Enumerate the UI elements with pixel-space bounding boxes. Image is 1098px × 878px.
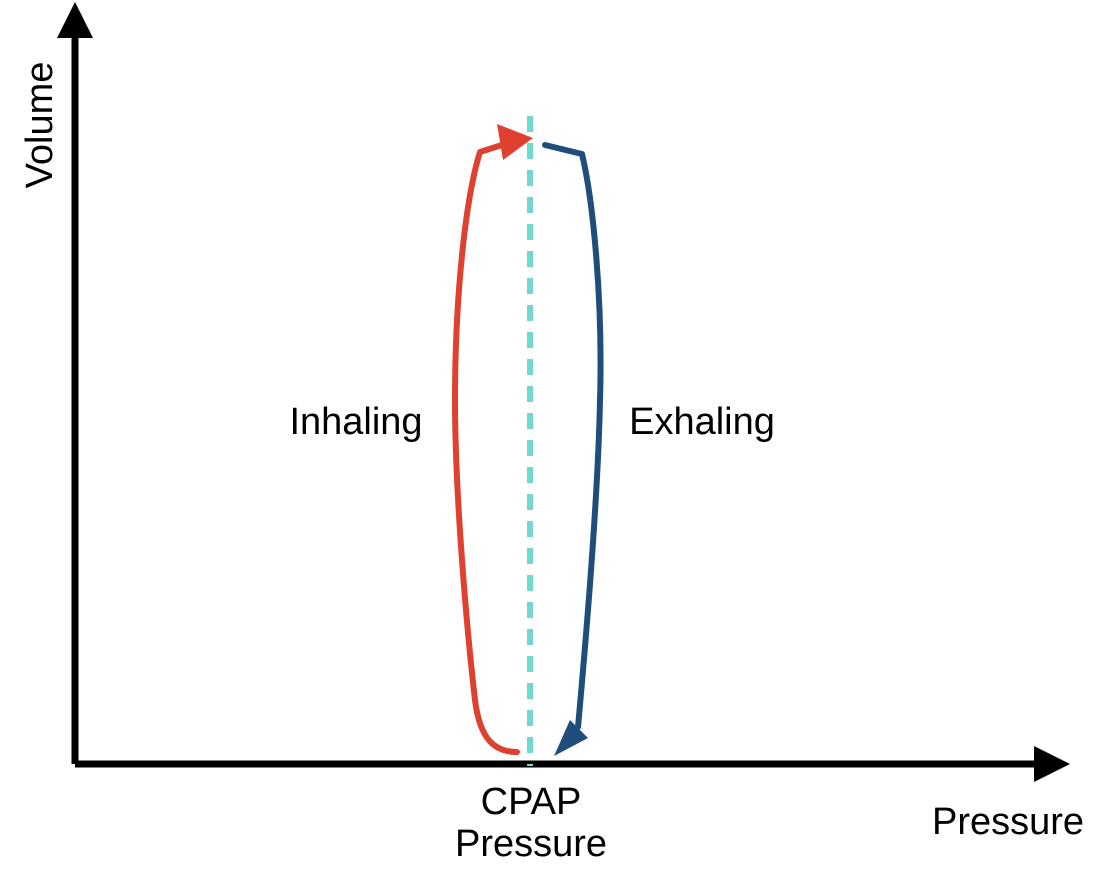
cpap-label-line1: CPAP xyxy=(481,781,582,823)
cpap-label-line2: Pressure xyxy=(455,823,607,865)
y-axis-label: Volume xyxy=(19,62,61,189)
exhale-arrowhead xyxy=(554,720,588,756)
inhaling-label: Inhaling xyxy=(289,401,422,443)
x-axis-arrowhead xyxy=(1034,746,1070,782)
x-axis-label: Pressure xyxy=(932,801,1084,843)
inhale-arrowhead xyxy=(497,124,533,160)
inhale-curve xyxy=(452,141,520,755)
exhaling-label: Exhaling xyxy=(629,401,775,443)
y-axis-arrowhead xyxy=(57,2,93,38)
exhale-curve xyxy=(542,142,604,730)
